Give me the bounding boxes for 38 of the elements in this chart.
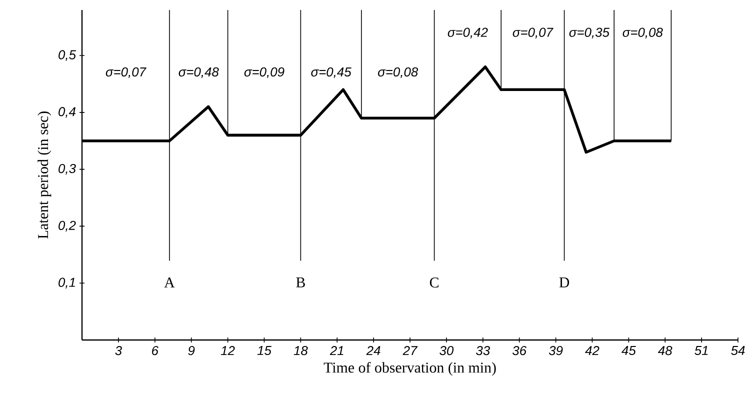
annotation: σ=0,48 — [178, 67, 219, 78]
x-tick-label: 45 — [622, 346, 636, 356]
annotation: σ=0,09 — [244, 67, 284, 78]
x-tick-label: 6 — [152, 346, 158, 356]
x-tick-label: 39 — [548, 346, 563, 356]
x-tick-label: 54 — [731, 346, 745, 356]
annotation: σ=0,08 — [378, 67, 418, 78]
x-tick-label: 18 — [294, 346, 308, 356]
x-tick-label: 30 — [440, 346, 454, 356]
x-tick-label: 33 — [476, 346, 490, 356]
annotation: σ=0,45 — [311, 67, 352, 78]
x-tick-label: 15 — [257, 346, 272, 356]
x-tick-label: 12 — [220, 346, 235, 356]
annotation: σ=0,07 — [106, 67, 146, 78]
x-tick-label: 42 — [585, 346, 600, 356]
y-tick-label: 0,1 — [58, 278, 75, 288]
ref-line-label: B — [296, 278, 305, 288]
x-tick-label: 9 — [188, 346, 195, 356]
annotation: σ=0,35 — [569, 28, 610, 38]
annotation: σ=0,08 — [622, 28, 663, 38]
x-tick-label: 21 — [330, 346, 344, 356]
x-tick-label: 27 — [402, 346, 418, 356]
y-axis-title: Latent period (in sec) — [38, 112, 52, 239]
x-tick-label: 36 — [512, 346, 527, 356]
y-tick-label: 0,2 — [58, 220, 76, 232]
annotation: σ=0,07 — [512, 28, 554, 38]
ref-line-label: A — [164, 278, 175, 288]
x-tick-label: 3 — [115, 346, 122, 356]
annotation: σ=0,42 — [448, 28, 488, 38]
ref-line-label: D — [559, 278, 570, 288]
x-axis-title: Time of observation (in min) — [324, 362, 496, 376]
y-tick-label: 0,4 — [58, 107, 76, 118]
ref-line-label: C — [430, 278, 438, 288]
y-tick-label: 0,5 — [58, 50, 76, 61]
x-tick-label: 51 — [694, 346, 708, 356]
x-tick-label: 48 — [658, 346, 672, 356]
x-tick-label: 24 — [366, 346, 380, 356]
y-tick-label: 0,3 — [58, 164, 76, 175]
